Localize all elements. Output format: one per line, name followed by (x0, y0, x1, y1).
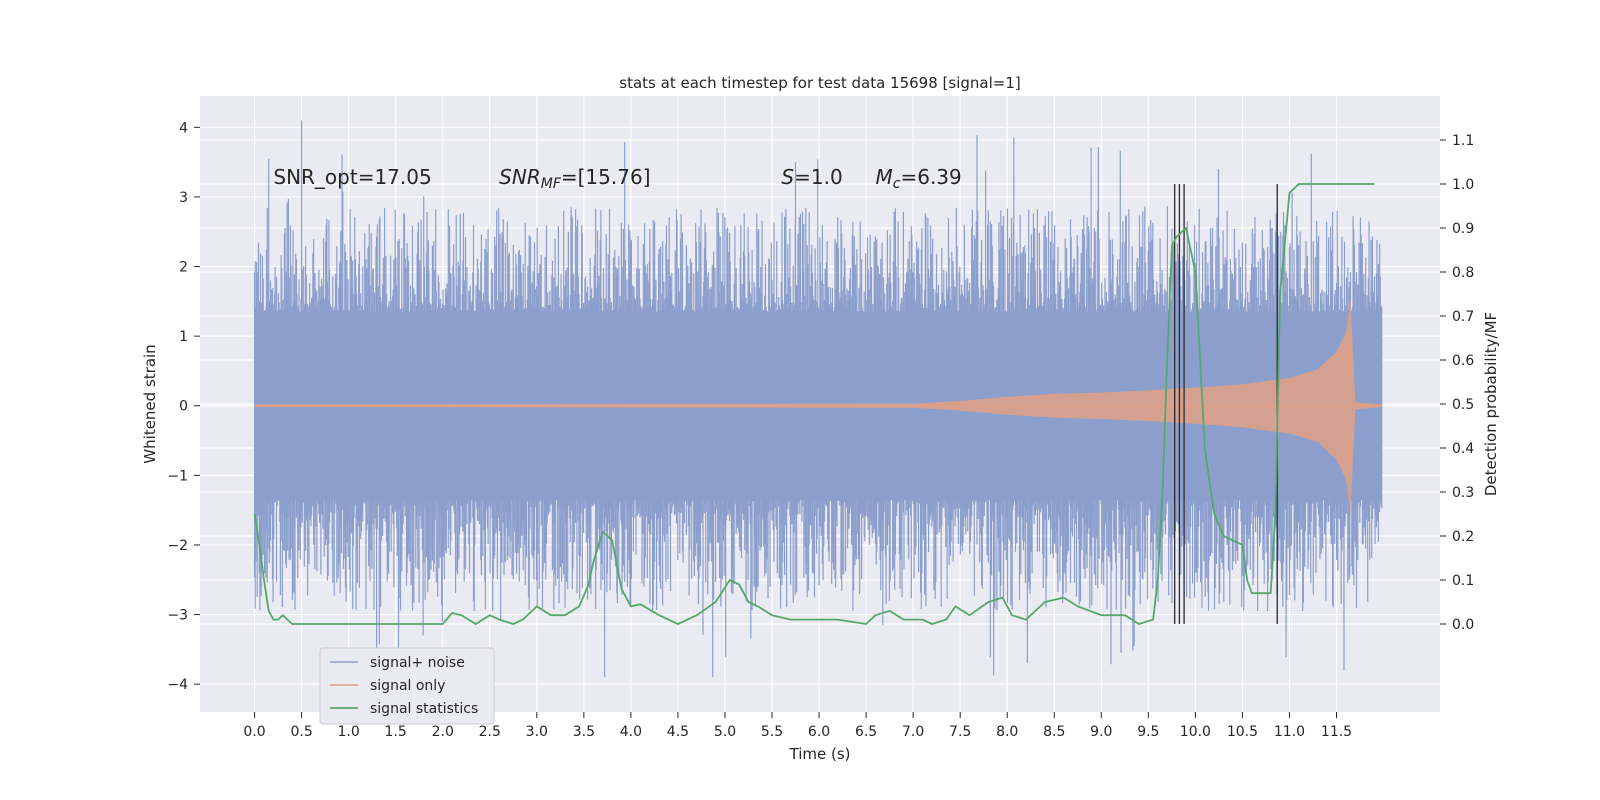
y-tick-label: −1 (167, 468, 188, 484)
x-tick-label: 3.0 (526, 724, 548, 740)
x-tick-label: 4.0 (620, 724, 642, 740)
y-right-tick-label: 0.8 (1452, 265, 1474, 281)
x-tick-label: 1.0 (338, 724, 360, 740)
series-layer (254, 120, 1383, 678)
x-axis-label: Time (s) (789, 745, 851, 763)
y-right-tick-label: 0.3 (1452, 485, 1474, 501)
y-right-tick-label: 1.0 (1452, 177, 1474, 193)
y-axis-label-right: Detection probability/MF (1482, 312, 1500, 496)
y-tick-label: 4 (179, 120, 188, 136)
annotation-text: SNRMF=[15.76] (499, 165, 650, 192)
y-tick-label: 0 (179, 399, 188, 415)
x-tick-label: 4.5 (667, 724, 689, 740)
x-tick-label: 9.0 (1090, 724, 1112, 740)
x-tick-label: 7.5 (949, 724, 971, 740)
annotation-text: S=1.0 (781, 165, 842, 189)
y-right-tick-label: 0.5 (1452, 397, 1474, 413)
y-tick-label: 1 (179, 329, 188, 345)
y-tick-label: −4 (167, 677, 188, 693)
x-tick-label: 5.0 (714, 724, 736, 740)
annotation-text: Mc=6.39 (876, 165, 962, 192)
legend-box (319, 647, 495, 725)
overlay-layer (253, 183, 1375, 625)
x-tick-label: 0.5 (290, 724, 312, 740)
x-ticks: 0.0 0.5 1.0 1.5 2.0 2.5 3.0 3.5 4.0 4.5 5.0 5.5 6.0 6… (243, 712, 1352, 740)
legend-label-signal-noise: signal+ noise (370, 655, 465, 671)
x-tick-label: 11.5 (1321, 724, 1352, 740)
x-tick-label: 7.0 (902, 724, 924, 740)
x-tick-label: 1.5 (385, 724, 407, 740)
x-tick-label: 10.5 (1227, 724, 1258, 740)
y-right-tick-label: 0.2 (1452, 529, 1474, 545)
x-tick-label: 9.5 (1137, 724, 1159, 740)
x-tick-label: 2.5 (479, 724, 501, 740)
y-tick-label: −3 (167, 608, 188, 624)
signal-statistics-line (253, 183, 1375, 625)
legend-label-signal-statistics: signal statistics (370, 701, 478, 717)
y-tick-label: 2 (179, 260, 188, 276)
x-tick-label: 8.0 (996, 724, 1018, 740)
x-tick-label: 0.0 (243, 724, 265, 740)
y-right-tick-label: 0.7 (1452, 309, 1474, 325)
x-tick-label: 6.5 (855, 724, 877, 740)
y-right-tick-label: 0.4 (1452, 441, 1474, 457)
chart-title: stats at each timestep for test data 156… (619, 74, 1020, 92)
y-tick-label: 3 (179, 190, 188, 206)
y-right-tick-label: 0.0 (1452, 617, 1474, 633)
y-right-tick-label: 0.6 (1452, 353, 1474, 369)
legend-label-signal-only: signal only (370, 678, 445, 694)
x-tick-label: 8.5 (1043, 724, 1065, 740)
y-ticks: 4 3 2 1 0 −1 −2 −3 −4 (167, 120, 200, 693)
y-tick-label: −2 (167, 538, 188, 554)
y-right-tick-label: 0.1 (1452, 573, 1474, 589)
y-ticks-right: 1.1 1.0 0.9 0.8 0.7 0.6 0.5 0.4 0.3 0.2 0.1 0.0 (1440, 133, 1474, 633)
x-tick-label: 5.5 (761, 724, 783, 740)
x-tick-label: 3.5 (573, 724, 595, 740)
x-tick-label: 11.0 (1274, 724, 1305, 740)
y-axis-label: Whitened strain (141, 344, 159, 463)
annotations: SNR_opt=17.05 SNRMF=[15.76] S=1.0 Mc=6.39 (273, 165, 961, 192)
x-tick-label: 10.0 (1180, 724, 1211, 740)
legend: signal+ noise signal only signal statist… (319, 647, 495, 725)
x-tick-label: 2.0 (432, 724, 454, 740)
y-right-tick-label: 0.9 (1452, 221, 1474, 237)
x-tick-label: 6.0 (808, 724, 830, 740)
annotation-text: SNR_opt=17.05 (273, 165, 431, 189)
y-right-tick-label: 1.1 (1452, 133, 1474, 149)
